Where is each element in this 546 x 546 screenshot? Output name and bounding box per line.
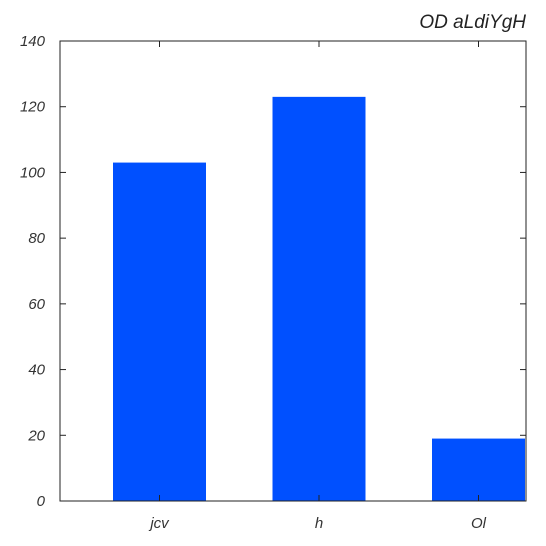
y-tick-label-40: 40 (28, 362, 45, 379)
y-tick-label-0: 0 (37, 493, 46, 510)
y-tick-label-140: 140 (20, 33, 46, 50)
bar-Ol (432, 438, 525, 501)
bar-jcv (113, 162, 206, 502)
y-tick-label-20: 20 (27, 427, 45, 444)
x-tick-label-Ol: Ol (471, 515, 487, 532)
bars-group (113, 96, 525, 502)
x-axis: jcv h Ol (148, 41, 487, 532)
x-tick-label-jcv: jcv (148, 515, 170, 532)
x-tick-label-h: h (315, 515, 323, 532)
y-tick-label-100: 100 (20, 164, 46, 181)
y-tick-label-120: 120 (20, 99, 46, 116)
y-tick-label-80: 80 (28, 230, 45, 247)
plot-frame (59, 40, 527, 502)
y-axis: 0 20 40 60 80 100 120 140 (20, 33, 526, 510)
bar-h (272, 96, 366, 501)
chart-title: OD aLdiYgH (419, 12, 526, 33)
y-tick-label-60: 60 (28, 296, 45, 313)
